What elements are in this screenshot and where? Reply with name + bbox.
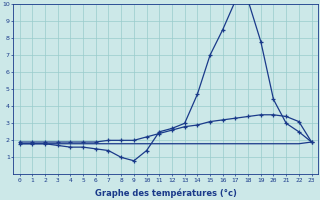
X-axis label: Graphe des températures (°c): Graphe des températures (°c) [95,188,236,198]
